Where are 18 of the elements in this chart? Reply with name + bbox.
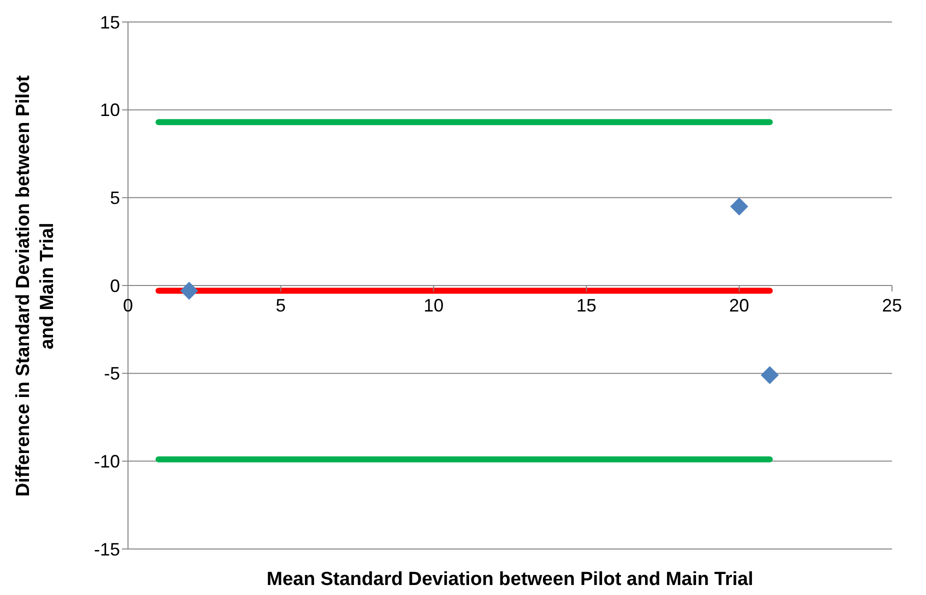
y-tick-label: 15 [100,12,120,32]
y-axis-title: Difference in Standard Deviation between Pilot and Main Trial [12,74,59,498]
y-tick-label: 0 [110,276,120,296]
x-tick-label: 0 [122,296,134,316]
x-tick-label: 15 [576,296,596,316]
y-tick-label: -5 [104,364,120,384]
point [180,282,198,300]
x-tick-label: 5 [276,296,286,316]
x-tick-label: 25 [882,296,902,316]
y-tick-label: 5 [110,188,120,208]
point [760,366,779,384]
y-tick-label: 10 [100,100,120,120]
x-tick-label: 20 [729,296,750,316]
x-axis-title: Mean Standard Deviation between Pilot and Main Trial [266,569,754,590]
x-tick-label: 10 [424,296,444,316]
y-tick-label: -15 [94,539,120,560]
y-tick-label: -10 [94,452,120,472]
point [730,197,748,216]
